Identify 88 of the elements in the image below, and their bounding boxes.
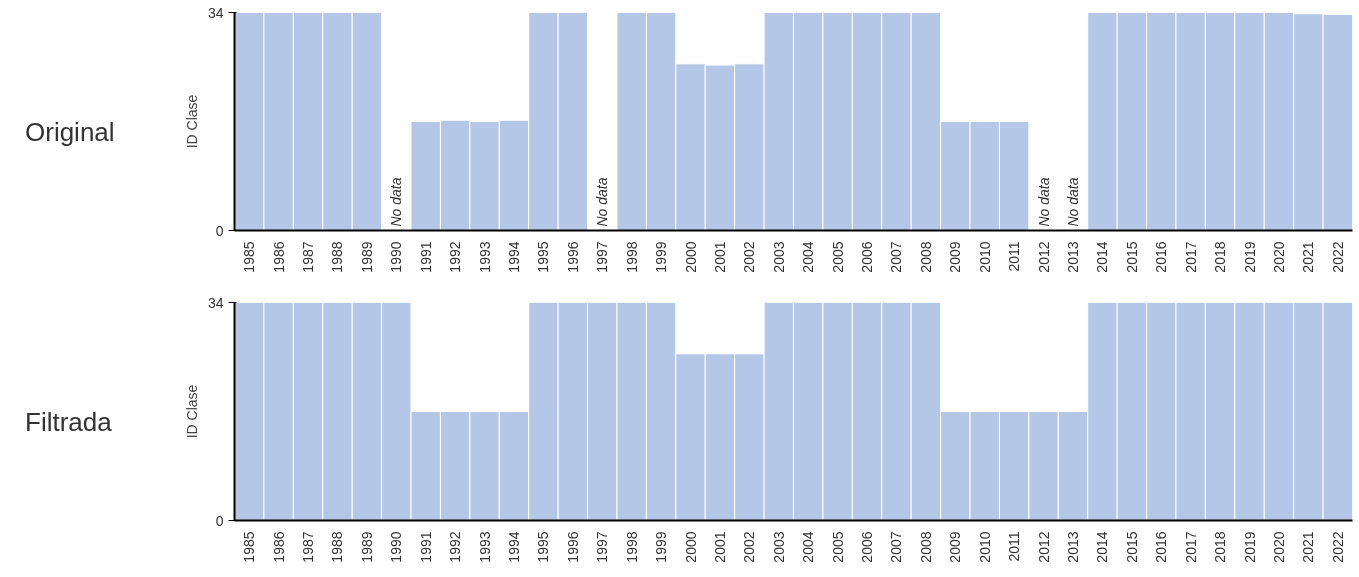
y-tick-label: 0 [215, 222, 224, 239]
x-tick-label: 2005 [829, 241, 846, 273]
x-tick-label: 2005 [829, 531, 846, 563]
x-tick-label: 2001 [711, 241, 728, 273]
annotation: No data [594, 177, 611, 227]
x-tick-label: 2016 [1153, 241, 1170, 273]
x-tick-label: 2003 [770, 531, 787, 563]
x-tick-label: 2021 [1300, 531, 1317, 563]
x-tick-label: 2010 [976, 241, 993, 273]
x-tick-label: 1989 [358, 531, 375, 563]
x-tick-label: 2006 [859, 241, 876, 273]
x-tick-label: 2019 [1241, 531, 1258, 563]
x-tick-label: 2008 [917, 531, 934, 563]
x-tick-label: 2002 [741, 241, 758, 273]
x-tick-label: 2016 [1153, 531, 1170, 563]
x-tick-label: 2020 [1270, 241, 1287, 273]
x-tick-label: 2014 [1094, 241, 1111, 273]
x-tick-label: 2008 [917, 241, 934, 273]
annotation: No data [388, 177, 405, 227]
x-tick-label: 1992 [447, 241, 464, 273]
x-tick-label: 1985 [241, 531, 258, 563]
x-tick-label: 1991 [417, 531, 434, 563]
x-tick-label: 1986 [270, 531, 287, 563]
x-tick-label: 1990 [388, 241, 405, 273]
x-tick-label: 1996 [564, 531, 581, 563]
x-tick-label: 1987 [300, 531, 317, 563]
y-tick-label: 34 [207, 4, 224, 21]
x-tick-label: 1991 [417, 241, 434, 273]
x-tick-label: 2022 [1329, 241, 1346, 273]
x-tick-label: 2000 [682, 531, 699, 563]
x-tick-label: 2020 [1270, 531, 1287, 563]
text: Filtrada [25, 406, 112, 439]
x-tick-label: 1994 [506, 241, 522, 273]
x-tick-label: 1988 [329, 531, 346, 563]
x-tick-label: 2007 [888, 241, 905, 273]
x-tick-label: 2022 [1329, 531, 1346, 563]
x-tick-label: 2004 [800, 531, 817, 563]
x-tick-label: 2018 [1212, 241, 1229, 273]
x-tick-label: 2012 [1035, 241, 1052, 273]
x-tick-label: 1985 [241, 241, 258, 273]
x-tick-label: 1998 [623, 531, 640, 563]
x-tick-label: 2021 [1300, 241, 1317, 273]
x-tick-label: 2017 [1182, 531, 1199, 563]
x-tick-label: 1998 [623, 241, 640, 273]
x-tick-label: 2009 [947, 241, 964, 273]
x-tick-label: 2002 [741, 531, 758, 563]
x-tick-label: 1992 [447, 531, 464, 563]
x-tick-label: 1989 [358, 241, 375, 273]
x-tick-label: 1999 [653, 241, 670, 273]
x-tick-label: 2019 [1241, 241, 1258, 273]
x-tick-label: 1995 [535, 241, 552, 273]
x-tick-label: 1995 [535, 531, 552, 563]
x-tick-label: 2000 [682, 241, 699, 273]
text: Original [25, 116, 115, 149]
x-tick-label: 2012 [1035, 531, 1052, 563]
x-tick-label: 2013 [1065, 241, 1081, 273]
x-tick-label: 1996 [564, 241, 581, 273]
x-tick-label: 1994 [506, 531, 522, 563]
x-tick-label: 2010 [976, 531, 993, 563]
x-tick-label: 2004 [800, 241, 817, 273]
x-tick-label: 1986 [270, 241, 287, 273]
x-tick-label: 2013 [1065, 531, 1081, 563]
x-tick-label: 1988 [329, 241, 346, 273]
x-tick-label: 2006 [859, 531, 876, 563]
x-tick-label: 2018 [1212, 531, 1229, 563]
x-tick-label: 2003 [770, 241, 787, 273]
x-tick-label: 1993 [476, 241, 493, 273]
annotation: No data [1035, 177, 1052, 227]
x-tick-label: 2001 [711, 531, 728, 563]
y-axis-title: ID Clase [183, 384, 200, 439]
x-tick-label: 2014 [1094, 531, 1111, 563]
annotation: No data [1065, 177, 1081, 227]
x-tick-label: 1999 [653, 531, 670, 563]
x-tick-label: 1997 [594, 531, 611, 563]
x-tick-label: 2015 [1123, 241, 1140, 273]
x-tick-label: 1987 [300, 241, 317, 273]
x-tick-label: 2017 [1182, 241, 1199, 273]
y-tick-label: 34 [207, 294, 224, 311]
y-tick-label: 0 [215, 512, 224, 529]
x-tick-label: 1990 [388, 531, 405, 563]
x-tick-label: 1997 [594, 241, 611, 273]
x-tick-label: 2011 [1006, 531, 1023, 562]
x-tick-label: 2015 [1123, 531, 1140, 563]
x-tick-label: 2011 [1006, 241, 1023, 272]
y-axis-title: ID Clase [183, 94, 200, 149]
x-tick-label: 2009 [947, 531, 964, 563]
x-tick-label: 1993 [476, 531, 493, 563]
x-tick-label: 2007 [888, 531, 905, 563]
